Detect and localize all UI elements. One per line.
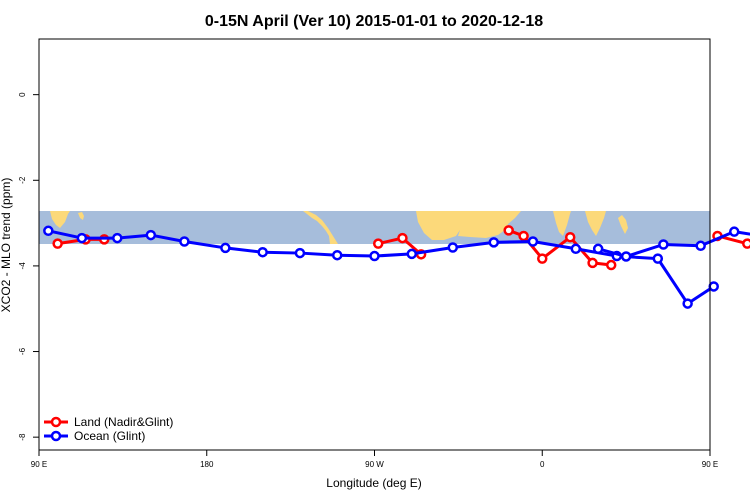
data-point bbox=[52, 238, 63, 249]
data-point bbox=[537, 253, 548, 264]
data-point bbox=[695, 240, 706, 252]
y-tick-label: -4 bbox=[18, 262, 27, 270]
data-point bbox=[447, 242, 459, 253]
data-point bbox=[587, 257, 598, 269]
data-point bbox=[658, 239, 669, 250]
data-point bbox=[76, 232, 88, 244]
y-tick-label: -2 bbox=[18, 176, 27, 184]
data-point bbox=[518, 230, 529, 242]
y-axis-label: XCO2 - MLO trend (ppm) bbox=[0, 178, 13, 313]
map-land-philippines bbox=[78, 212, 84, 220]
legend: Land (Nadir&Glint)Ocean (Glint) bbox=[44, 415, 173, 443]
map-land-southeast-asia bbox=[585, 211, 606, 236]
y-tick-label: -6 bbox=[18, 347, 27, 355]
data-point bbox=[406, 248, 418, 260]
data-point bbox=[652, 253, 664, 264]
data-point bbox=[397, 232, 408, 244]
data-point bbox=[488, 237, 500, 248]
x-tick-label: 90 E bbox=[702, 460, 718, 469]
x-axis-label: Longitude (deg E) bbox=[326, 476, 421, 490]
data-point bbox=[592, 243, 604, 255]
legend-label: Land (Nadir&Glint) bbox=[74, 415, 173, 429]
data-point bbox=[43, 225, 54, 237]
map-land-asia bbox=[50, 211, 70, 228]
data-point bbox=[682, 298, 693, 309]
map-land-india bbox=[553, 211, 571, 236]
data-point bbox=[145, 229, 157, 241]
y-tick-label: -8 bbox=[18, 433, 27, 441]
data-point bbox=[112, 232, 123, 244]
series-line bbox=[717, 234, 750, 246]
y-tick-label: 0 bbox=[18, 92, 27, 97]
map-land-central-america bbox=[303, 211, 338, 244]
data-point bbox=[708, 281, 719, 292]
legend-marker bbox=[50, 430, 62, 442]
map-band bbox=[39, 211, 710, 244]
data-point bbox=[372, 238, 384, 249]
data-point bbox=[294, 247, 306, 259]
x-tick-label: 0 bbox=[540, 460, 545, 469]
map-land-africa bbox=[416, 211, 521, 240]
data-point bbox=[257, 246, 268, 258]
map-ocean-band bbox=[39, 211, 710, 244]
plot-region bbox=[39, 211, 750, 309]
x-tick-label: 90 W bbox=[365, 460, 384, 469]
data-point bbox=[605, 259, 617, 271]
data-point bbox=[369, 250, 380, 262]
data-point bbox=[570, 243, 582, 255]
y-axis: 0 -2 -4 -6 -8 bbox=[18, 39, 40, 450]
data-point bbox=[503, 225, 514, 236]
map-land-indonesia-north bbox=[618, 215, 628, 234]
x-axis: 90 E 180 90 W 0 90 E bbox=[31, 449, 718, 469]
data-point bbox=[620, 251, 632, 262]
series-layer bbox=[43, 225, 750, 309]
data-point bbox=[331, 249, 343, 261]
data-point bbox=[728, 226, 740, 237]
data-point bbox=[564, 231, 576, 243]
legend-label: Ocean (Glint) bbox=[74, 429, 145, 443]
legend-marker bbox=[50, 416, 62, 428]
data-point bbox=[742, 238, 750, 249]
series-1 bbox=[43, 225, 750, 309]
chart-title: 0-15N April (Ver 10) 2015-01-01 to 2020-… bbox=[205, 13, 543, 30]
series-line bbox=[597, 230, 750, 258]
x-tick-label: 90 E bbox=[31, 460, 47, 469]
x-tick-label: 180 bbox=[200, 460, 214, 469]
data-point bbox=[527, 236, 539, 247]
data-point bbox=[179, 236, 190, 247]
data-point bbox=[220, 242, 231, 254]
